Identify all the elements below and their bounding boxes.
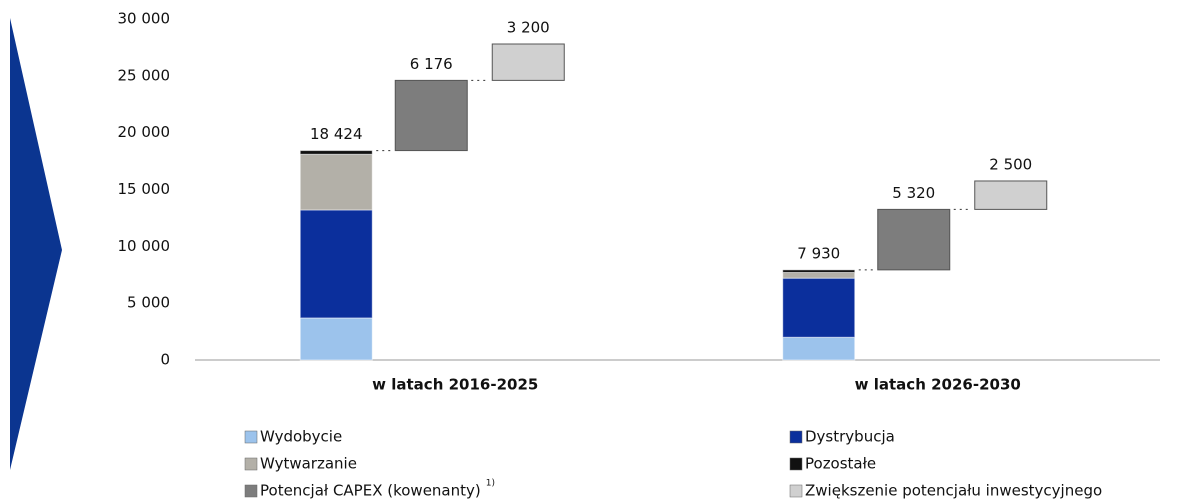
total-label: 7 930 [797, 244, 840, 262]
legend-swatch [244, 430, 258, 444]
x-tick-label: w latach 2026-2030 [855, 376, 1021, 394]
x-tick-label: w latach 2016-2025 [372, 376, 538, 394]
legend-label: Potencjał CAPEX (kowenanty) [260, 482, 481, 500]
bar-segment [782, 269, 856, 273]
value-label: 2 500 [989, 155, 1032, 173]
legend-swatch [789, 457, 803, 471]
legend-swatch [244, 457, 258, 471]
step-bar [491, 43, 565, 81]
bar-segment [299, 153, 373, 211]
y-tick-label: 30 000 [118, 10, 171, 28]
legend-swatch [789, 430, 803, 444]
step-bar [877, 208, 951, 271]
legend-label: Wytwarzanie [260, 455, 357, 473]
total-label: 18 424 [310, 125, 363, 143]
step-bar [974, 180, 1048, 210]
value-label: 6 176 [410, 55, 453, 73]
arrow [10, 18, 62, 470]
bar-segment [782, 271, 856, 279]
bar-segment [299, 150, 373, 155]
legend-label: Dystrybucja [805, 428, 895, 446]
bar-segment [299, 209, 373, 319]
step-bar [394, 79, 468, 152]
value-label: 5 320 [892, 184, 935, 202]
bar-segment [782, 336, 856, 361]
y-tick-label: 5 000 [127, 294, 170, 312]
y-tick-label: 10 000 [118, 237, 171, 255]
legend-label: Zwiększenie potencjału inwestycyjnego [805, 482, 1102, 500]
y-tick-label: 25 000 [118, 66, 171, 84]
y-tick-label: 15 000 [118, 180, 171, 198]
legend-label: Wydobycie [260, 428, 342, 446]
legend-swatch [244, 484, 258, 498]
bar-segment [299, 317, 373, 361]
bar-segment [782, 277, 856, 338]
legend-label: Pozostałe [805, 455, 876, 473]
legend-swatch [789, 484, 803, 498]
value-label: 3 200 [507, 19, 550, 37]
y-tick-label: 0 [160, 351, 170, 369]
y-tick-label: 20 000 [118, 123, 171, 141]
legend-note: 1) [486, 479, 495, 489]
